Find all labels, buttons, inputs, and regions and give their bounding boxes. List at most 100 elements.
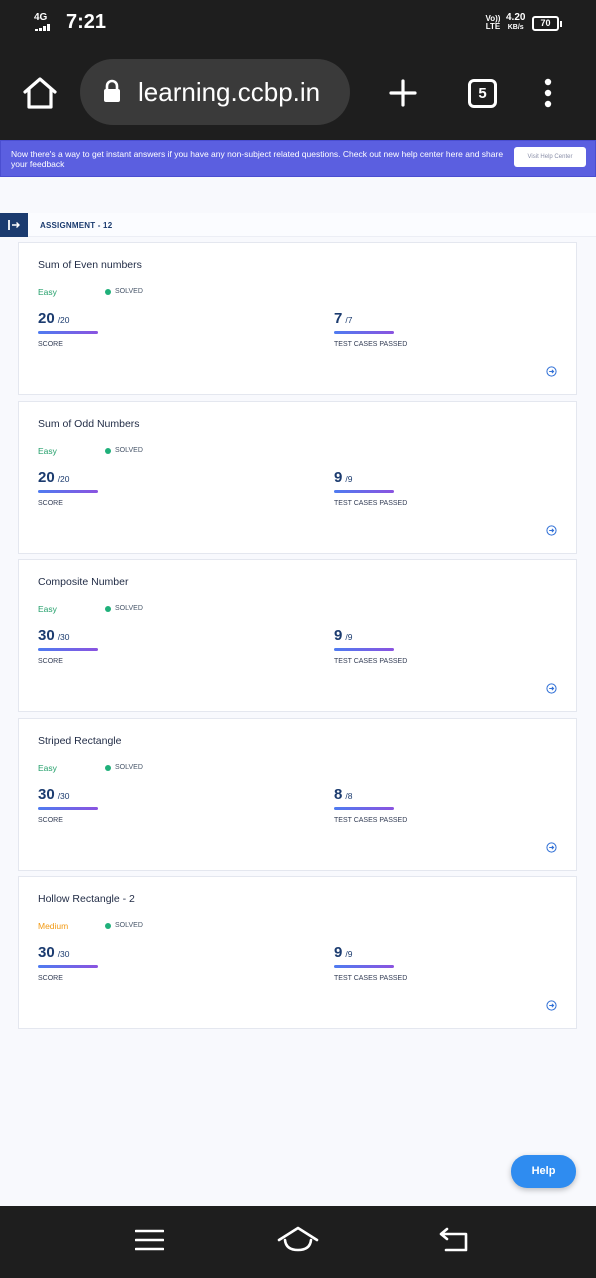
status-badge: SOLVED	[105, 605, 143, 612]
score-bar	[38, 648, 98, 651]
arrow-right-circle-icon[interactable]	[546, 1000, 557, 1011]
score-value: 30	[38, 944, 55, 961]
score-label: SCORE	[38, 341, 63, 348]
score-value: 20	[38, 469, 55, 486]
score-value: 30	[38, 627, 55, 644]
problem-card[interactable]: Sum of Even numbers Easy SOLVED 20/20 SC…	[18, 242, 577, 395]
status-text: SOLVED	[115, 447, 143, 454]
difficulty-badge: Easy	[38, 287, 57, 297]
score-label: SCORE	[38, 500, 63, 507]
tests-bar	[334, 331, 394, 334]
score-metric: 30/30 SCORE	[38, 627, 98, 665]
tests-metric: 9/9 TEST CASES PASSED	[334, 944, 407, 982]
tests-total: /9	[345, 474, 353, 484]
network-speed: 4.20 KB/s	[506, 13, 525, 33]
solved-dot-icon	[105, 288, 111, 295]
score-total: /30	[57, 632, 70, 642]
status-badge: SOLVED	[105, 922, 143, 929]
problem-card[interactable]: Hollow Rectangle - 2 Medium SOLVED 30/30…	[18, 876, 577, 1029]
browser-toolbar: learning.ccbp.in 5	[0, 48, 596, 140]
problem-card[interactable]: Composite Number Easy SOLVED 30/30 SCORE…	[18, 559, 577, 712]
score-value: 30	[38, 786, 55, 803]
battery-icon: 70	[532, 16, 562, 31]
problem-card[interactable]: Sum of Odd Numbers Easy SOLVED 20/20 SCO…	[18, 401, 577, 554]
tests-label: TEST CASES PASSED	[334, 500, 408, 507]
tests-metric: 9/9 TEST CASES PASSED	[334, 469, 407, 507]
score-value: 20	[38, 310, 55, 327]
status-text: SOLVED	[115, 922, 143, 929]
tests-total: /7	[345, 315, 353, 325]
banner-text: Now there's a way to get instant answers…	[11, 149, 504, 169]
status-text: SOLVED	[115, 605, 143, 612]
arrow-right-circle-icon[interactable]	[546, 366, 557, 377]
tests-value: 9	[334, 944, 343, 961]
tests-metric: 7/7 TEST CASES PASSED	[334, 310, 407, 348]
score-total: /30	[57, 791, 70, 801]
url-text: learning.ccbp.in	[138, 77, 321, 107]
score-metric: 20/20 SCORE	[38, 469, 98, 507]
status-badge: SOLVED	[105, 447, 143, 454]
tests-metric: 9/9 TEST CASES PASSED	[334, 627, 407, 665]
tests-value: 9	[334, 469, 343, 486]
menu-icon[interactable]	[135, 1226, 164, 1254]
tests-value: 9	[334, 627, 343, 644]
score-metric: 30/30 SCORE	[38, 786, 98, 824]
problem-title: Sum of Even numbers	[38, 259, 142, 271]
problem-title: Hollow Rectangle - 2	[38, 893, 135, 905]
lock-icon	[104, 79, 120, 102]
score-label: SCORE	[38, 975, 63, 982]
page-content: Now there's a way to get instant answers…	[0, 140, 596, 1206]
signal-icon	[35, 24, 50, 31]
tests-bar	[334, 807, 394, 810]
back-icon[interactable]	[438, 1226, 469, 1254]
tests-value: 8	[334, 786, 343, 803]
tests-total: /9	[345, 949, 353, 959]
status-text: SOLVED	[115, 288, 143, 295]
score-total: /30	[57, 949, 70, 959]
status-text: SOLVED	[115, 764, 143, 771]
tests-label: TEST CASES PASSED	[334, 341, 408, 348]
solved-dot-icon	[105, 605, 111, 612]
tests-label: TEST CASES PASSED	[334, 975, 408, 982]
score-bar	[38, 490, 98, 493]
score-total: /20	[57, 474, 70, 484]
arrow-right-circle-icon[interactable]	[546, 525, 557, 536]
home-icon[interactable]	[22, 76, 58, 110]
difficulty-badge: Easy	[38, 446, 57, 456]
assignment-title: ASSIGNMENT - 12	[40, 221, 113, 230]
volte-indicator: Vo)) LTE	[485, 14, 501, 31]
visit-help-center-button[interactable]: Visit Help Center	[514, 147, 586, 167]
tests-metric: 8/8 TEST CASES PASSED	[334, 786, 407, 824]
difficulty-badge: Medium	[38, 921, 69, 931]
speed-value: 4.20	[506, 12, 526, 23]
tests-bar	[334, 965, 394, 968]
status-bar: 4G 7:21 Vo)) LTE 4.20 KB/s 70	[0, 0, 596, 48]
more-vert-icon[interactable]	[543, 78, 553, 108]
tests-value: 7	[334, 310, 343, 327]
tests-total: /9	[345, 632, 353, 642]
score-metric: 30/30 SCORE	[38, 944, 98, 982]
tab-switcher-button[interactable]: 5	[468, 79, 497, 108]
solved-dot-icon	[105, 764, 111, 771]
score-bar	[38, 807, 98, 810]
new-tab-icon[interactable]	[388, 78, 418, 108]
tests-label: TEST CASES PASSED	[334, 817, 408, 824]
tests-total: /8	[345, 791, 353, 801]
difficulty-badge: Easy	[38, 604, 57, 614]
address-bar[interactable]: learning.ccbp.in	[80, 59, 350, 125]
tests-label: TEST CASES PASSED	[334, 658, 408, 665]
status-badge: SOLVED	[105, 288, 143, 295]
difficulty-badge: Easy	[38, 763, 57, 773]
problem-title: Striped Rectangle	[38, 735, 122, 747]
problem-title: Composite Number	[38, 576, 129, 588]
collapse-icon	[8, 220, 20, 230]
arrow-right-circle-icon[interactable]	[546, 842, 557, 853]
help-button[interactable]: Help	[511, 1155, 576, 1188]
help-center-banner: Now there's a way to get instant answers…	[0, 140, 596, 177]
sidebar-toggle-button[interactable]	[0, 213, 28, 237]
problem-card[interactable]: Striped Rectangle Easy SOLVED 30/30 SCOR…	[18, 718, 577, 871]
solved-dot-icon	[105, 922, 111, 929]
clock: 7:21	[66, 11, 107, 33]
arrow-right-circle-icon[interactable]	[546, 683, 557, 694]
home-nav-icon[interactable]	[277, 1226, 319, 1254]
